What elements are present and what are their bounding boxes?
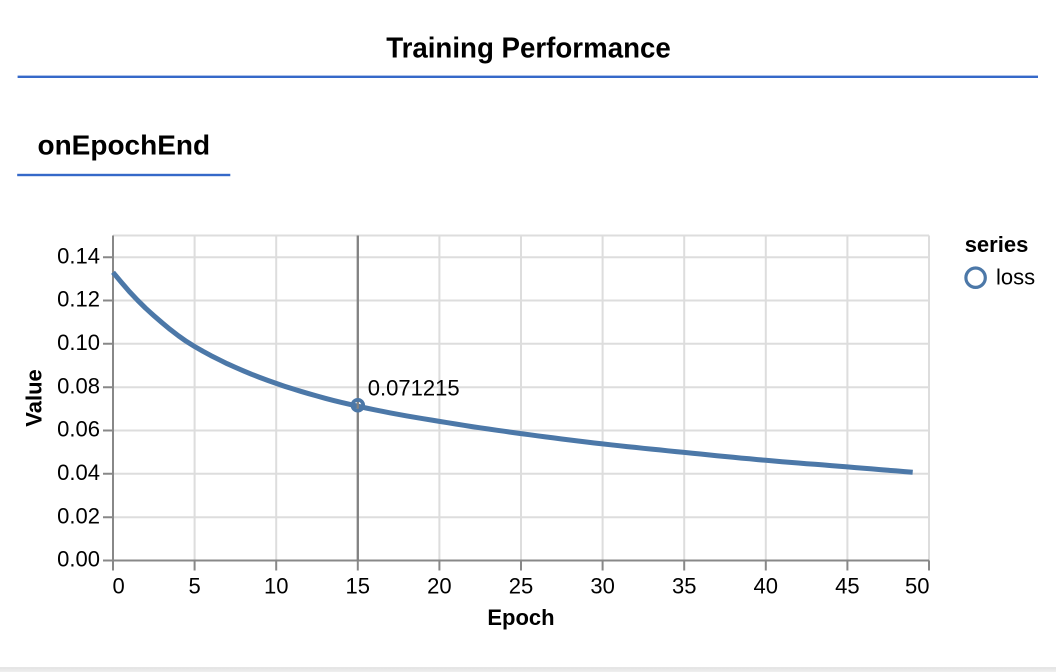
svg-text:0: 0 xyxy=(113,573,125,598)
svg-text:50: 50 xyxy=(905,573,929,598)
svg-text:0.00: 0.00 xyxy=(57,547,100,572)
svg-text:0.02: 0.02 xyxy=(57,503,100,528)
svg-text:series: series xyxy=(965,232,1029,257)
svg-text:40: 40 xyxy=(754,573,778,598)
svg-text:20: 20 xyxy=(427,573,451,598)
svg-text:0.04: 0.04 xyxy=(57,460,100,485)
svg-text:Value: Value xyxy=(22,369,47,426)
svg-text:10: 10 xyxy=(264,573,288,598)
svg-text:0.10: 0.10 xyxy=(57,330,100,355)
svg-text:onEpochEnd: onEpochEnd xyxy=(37,130,210,161)
svg-text:45: 45 xyxy=(835,573,859,598)
svg-text:25: 25 xyxy=(509,573,533,598)
svg-text:0.071215: 0.071215 xyxy=(368,375,460,400)
svg-text:0.12: 0.12 xyxy=(57,287,100,312)
svg-text:35: 35 xyxy=(672,573,696,598)
svg-text:30: 30 xyxy=(590,573,614,598)
svg-text:0.06: 0.06 xyxy=(57,417,100,442)
svg-text:15: 15 xyxy=(346,573,370,598)
svg-text:0.08: 0.08 xyxy=(57,373,100,398)
svg-text:Epoch: Epoch xyxy=(487,605,554,630)
svg-text:Training Performance: Training Performance xyxy=(386,32,671,65)
svg-text:loss: loss xyxy=(996,264,1035,289)
svg-text:5: 5 xyxy=(188,573,200,598)
svg-text:0.14: 0.14 xyxy=(57,243,100,268)
